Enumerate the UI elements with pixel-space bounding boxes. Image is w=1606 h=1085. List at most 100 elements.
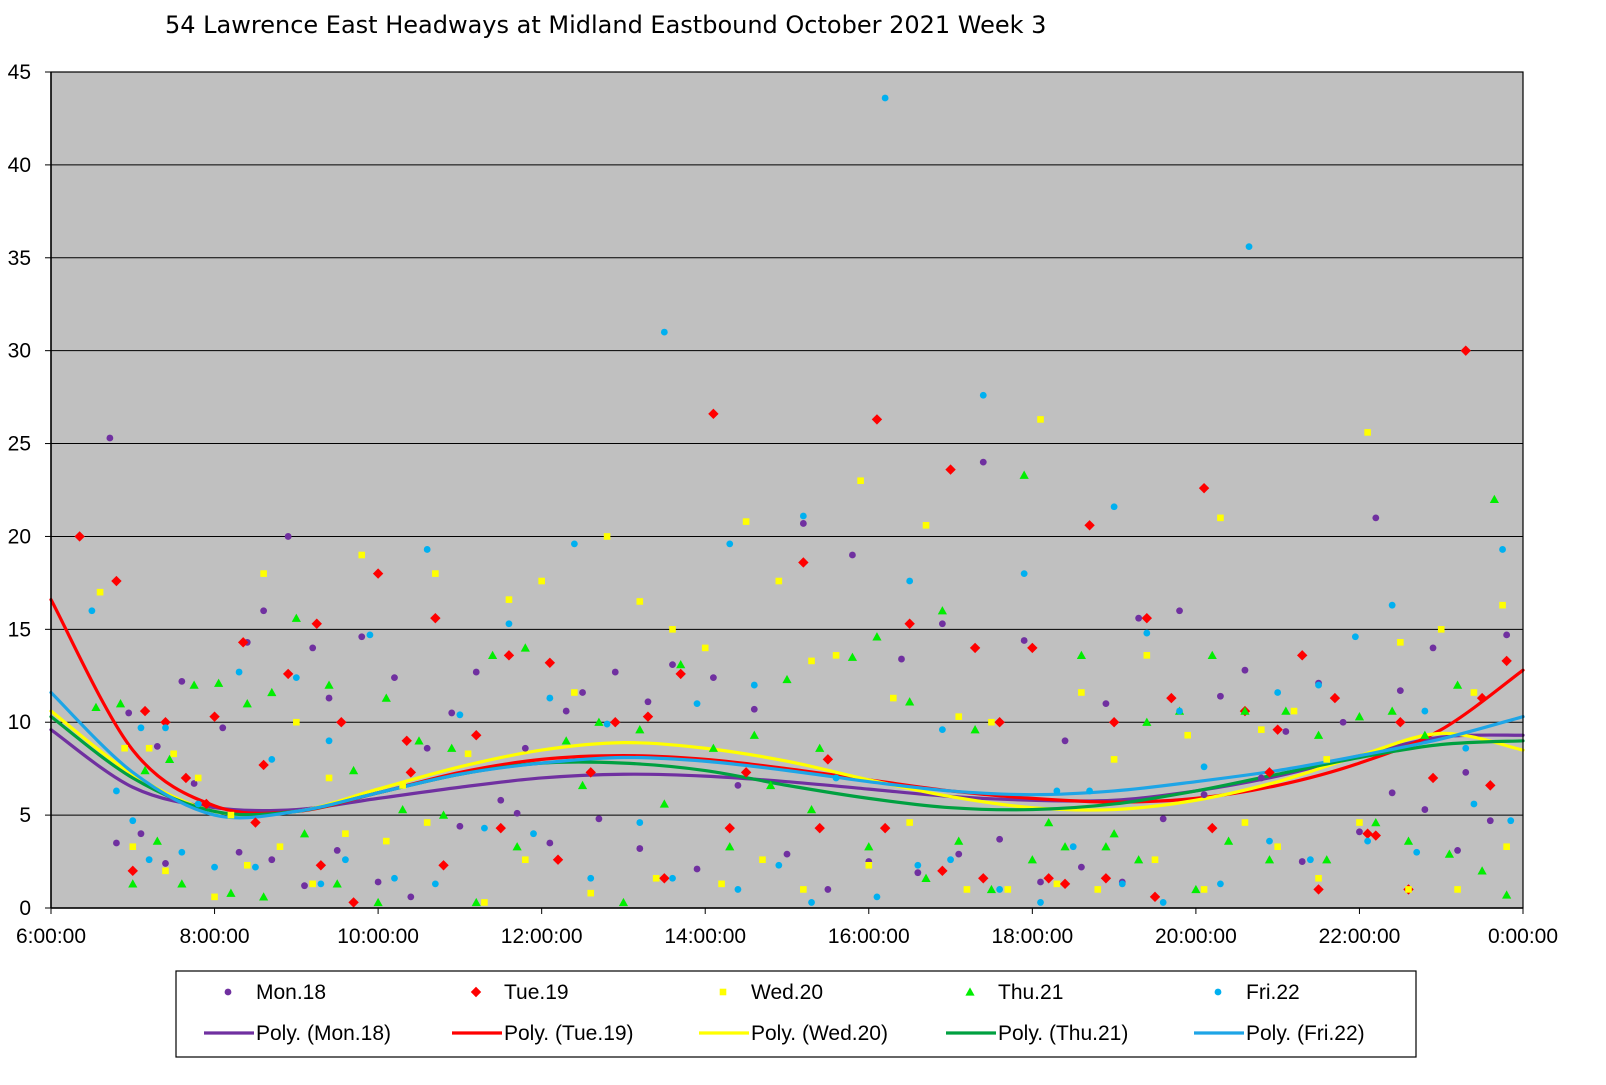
data-point <box>237 637 249 648</box>
trendlines <box>49 598 1525 820</box>
data-point <box>1322 855 1332 864</box>
data-point <box>701 644 709 652</box>
data-point <box>618 897 629 907</box>
data-point <box>905 697 915 706</box>
data-point <box>1501 655 1512 667</box>
data-point <box>505 596 513 603</box>
legend-marker <box>224 988 232 996</box>
data-point <box>405 767 417 778</box>
data-point <box>1110 756 1118 763</box>
data-point <box>152 836 162 845</box>
legend-marker <box>470 986 482 998</box>
data-point <box>488 650 498 660</box>
data-point <box>1272 724 1283 735</box>
data-point <box>1207 822 1218 834</box>
data-point <box>996 886 1004 893</box>
data-point <box>1339 718 1347 726</box>
data-point <box>113 839 120 847</box>
data-point <box>1507 817 1515 825</box>
data-point <box>481 824 488 832</box>
data-point <box>577 780 588 790</box>
data-point <box>145 744 153 752</box>
data-point <box>447 743 457 752</box>
data-point <box>1084 520 1095 531</box>
data-point <box>125 709 133 717</box>
data-point <box>211 863 218 871</box>
data-point <box>766 780 776 790</box>
data-point <box>1489 494 1499 503</box>
data-point <box>718 880 725 888</box>
data-point <box>1315 874 1322 882</box>
data-point <box>610 717 621 728</box>
data-point <box>676 660 686 669</box>
legend-marker <box>965 987 975 996</box>
data-point <box>1503 843 1510 850</box>
data-point <box>1485 780 1496 791</box>
data-point <box>1020 570 1028 577</box>
trendline <box>49 728 1525 813</box>
data-point <box>1217 880 1224 888</box>
legend-marker <box>1214 988 1222 996</box>
data-point <box>1078 689 1085 696</box>
data-point <box>325 694 333 702</box>
data-point <box>872 632 882 641</box>
data-point <box>1413 848 1421 856</box>
data-point <box>1371 817 1381 827</box>
data-point <box>1356 828 1363 836</box>
x-tick-label: 18:00:00 <box>991 925 1073 948</box>
data-point <box>1429 644 1437 652</box>
data-point <box>725 842 735 851</box>
y-tick-label: 0 <box>19 897 31 920</box>
data-point <box>438 860 449 871</box>
data-point <box>391 874 398 882</box>
data-point <box>669 626 676 633</box>
data-point <box>1200 763 1208 771</box>
data-point <box>267 687 277 697</box>
series-wed-20 <box>96 416 1510 906</box>
data-point <box>471 897 481 907</box>
data-point <box>1462 768 1470 776</box>
data-point <box>127 865 138 877</box>
data-point <box>1191 884 1201 894</box>
data-point <box>552 854 564 865</box>
data-point <box>1323 756 1331 763</box>
data-point <box>472 668 480 676</box>
data-point <box>128 879 138 888</box>
data-point <box>260 607 268 615</box>
data-point <box>1257 774 1265 782</box>
legend-marker <box>719 988 727 996</box>
data-point <box>1370 830 1381 841</box>
data-point <box>1313 884 1324 895</box>
data-point <box>332 879 342 888</box>
data-point <box>1076 650 1086 660</box>
data-point <box>342 830 349 837</box>
data-point <box>190 780 198 787</box>
y-tick-label: 40 <box>8 154 31 177</box>
legend-label: Mon.18 <box>256 981 326 1004</box>
data-point <box>309 880 316 888</box>
data-point <box>162 867 169 875</box>
data-point <box>1444 849 1454 858</box>
legend-label: Thu.21 <box>998 981 1063 1004</box>
data-point <box>1502 890 1512 899</box>
data-point <box>1053 787 1061 795</box>
legend-label: Poly. (Mon.18) <box>256 1022 391 1045</box>
data-point <box>571 689 578 696</box>
data-point <box>1264 767 1275 778</box>
y-tick-label: 30 <box>8 340 31 363</box>
data-point <box>832 652 840 659</box>
data-point <box>226 888 236 897</box>
data-point <box>822 754 834 765</box>
data-point <box>1069 843 1077 851</box>
series-thu-21 <box>91 470 1512 907</box>
legend: Mon.18 Tue.19 Wed.20 Thu.21 Fri.22 Poly. (Mon… <box>175 970 1417 1058</box>
data-point <box>799 520 807 527</box>
data-point <box>522 856 529 863</box>
data-point <box>520 643 530 652</box>
data-point <box>1159 899 1167 906</box>
data-point <box>847 652 858 661</box>
legend-label: Poly. (Tue.19) <box>504 1022 634 1045</box>
data-point <box>309 644 317 652</box>
data-point <box>1454 847 1461 854</box>
data-point <box>635 725 645 734</box>
